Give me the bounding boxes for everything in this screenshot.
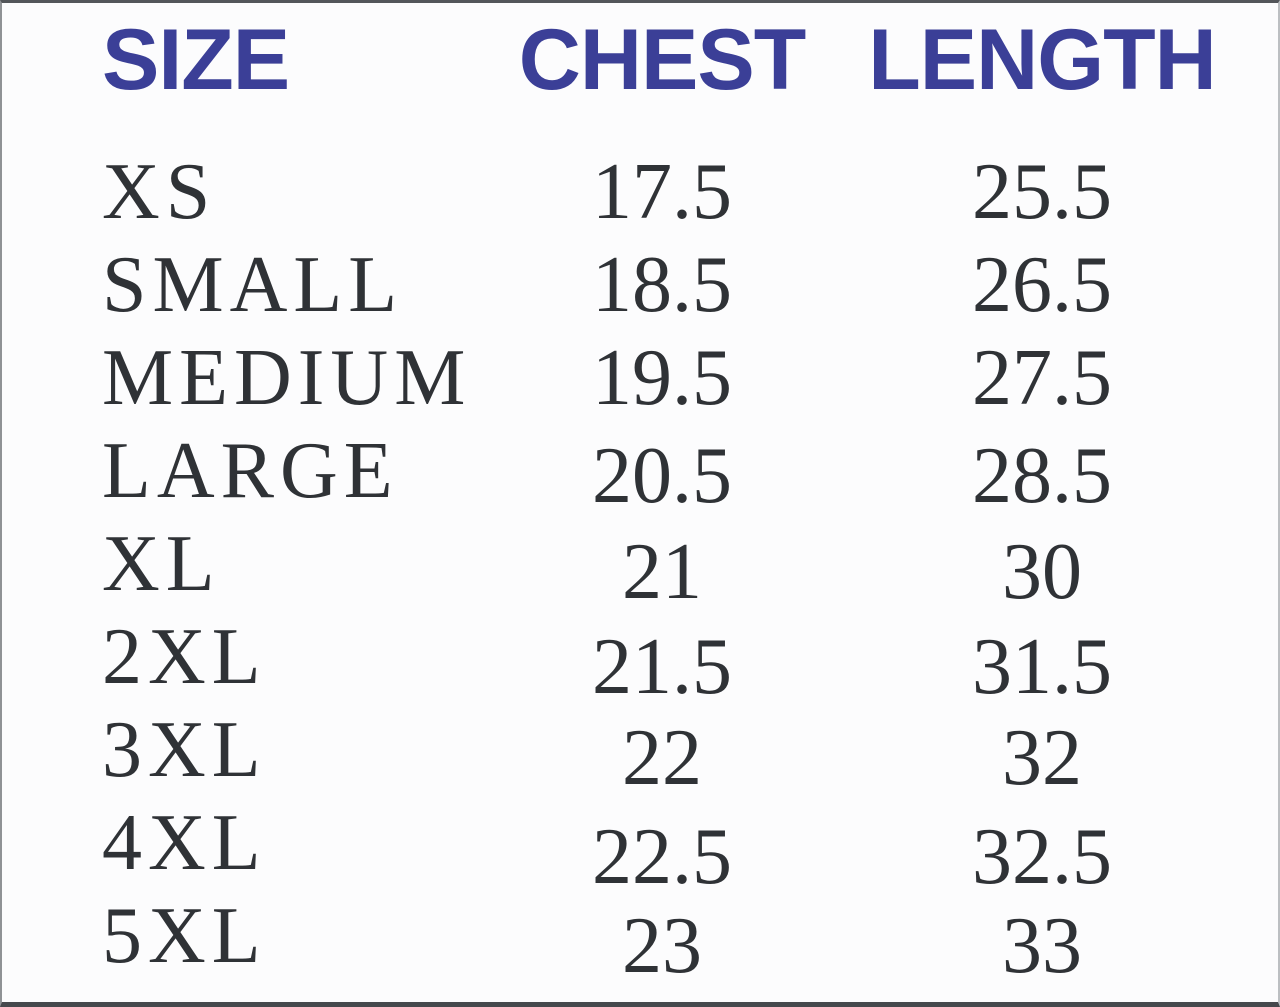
size-cell: 4XL [102, 798, 267, 887]
length-cell: 31.5 [972, 622, 1112, 711]
table-row: XS 17.5 25.5 [2, 145, 1278, 238]
table-row: 3XL 22 32 [2, 703, 1278, 802]
size-cell: 5XL [102, 891, 267, 980]
size-cell: SMALL [102, 240, 404, 329]
size-cell: 3XL [102, 705, 267, 794]
length-cell: 25.5 [972, 147, 1112, 236]
length-cell: 33 [1002, 901, 1082, 990]
column-header-chest: CHEST [518, 12, 806, 108]
table-row: SMALL 18.5 26.5 [2, 238, 1278, 331]
length-cell: 27.5 [972, 333, 1112, 422]
column-header-length: LENGTH [868, 12, 1217, 108]
chest-cell: 21 [622, 527, 702, 616]
chest-cell: 22.5 [592, 812, 732, 901]
chest-cell: 20.5 [592, 431, 732, 520]
size-cell: XL [102, 519, 221, 608]
length-cell: 30 [1002, 527, 1082, 616]
length-cell: 32 [1002, 713, 1082, 802]
table-body: XS 17.5 25.5 SMALL 18.5 26.5 MEDIUM 19.5 27.5 LAR… [2, 145, 1278, 986]
size-cell: XS [102, 147, 217, 236]
length-cell: 28.5 [972, 431, 1112, 520]
table-row: 4XL 22.5 32.5 [2, 796, 1278, 897]
size-cell: LARGE [102, 426, 399, 515]
table-row: 5XL 23 33 [2, 889, 1278, 986]
size-cell: 2XL [102, 612, 267, 701]
length-cell: 32.5 [972, 812, 1112, 901]
length-cell: 26.5 [972, 240, 1112, 329]
chest-cell: 21.5 [592, 622, 732, 711]
size-cell: MEDIUM [102, 333, 472, 422]
chest-cell: 17.5 [592, 147, 732, 236]
table-row: XL 21 30 [2, 517, 1278, 616]
chest-cell: 22 [622, 713, 702, 802]
column-header-size: SIZE [102, 12, 290, 108]
table-row: LARGE 20.5 28.5 [2, 424, 1278, 517]
table-row: 2XL 21.5 31.5 [2, 610, 1278, 707]
table-header-row: SIZE CHEST LENGTH [2, 3, 1278, 103]
chest-cell: 19.5 [592, 333, 732, 422]
table-row: MEDIUM 19.5 27.5 [2, 331, 1278, 424]
chest-cell: 23 [622, 901, 702, 990]
chest-cell: 18.5 [592, 240, 732, 329]
